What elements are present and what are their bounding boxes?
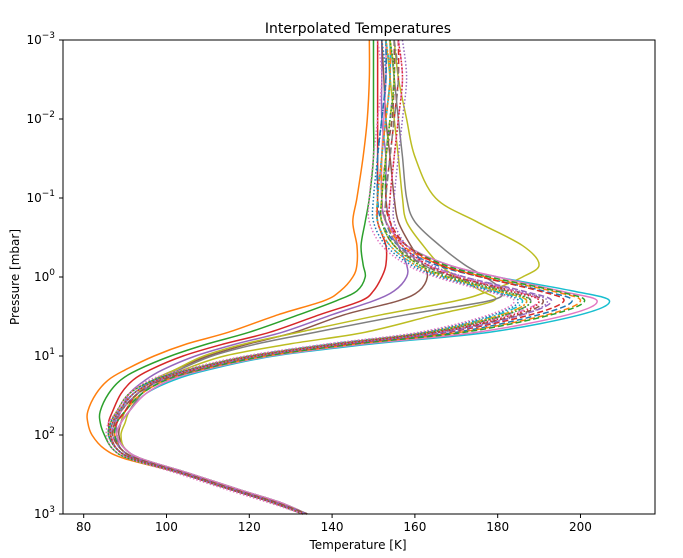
y-tick-label: 100 <box>34 268 55 284</box>
x-tick-label: 100 <box>155 520 178 534</box>
plot-frame <box>62 39 656 515</box>
series-line-4 <box>115 39 409 515</box>
x-tick-label: 140 <box>321 520 344 534</box>
chart-title: Interpolated Temperatures <box>265 21 451 37</box>
series-line-13 <box>113 39 586 515</box>
x-tick-label: 160 <box>403 520 426 534</box>
series-line-2 <box>98 40 375 515</box>
series-line-8 <box>115 39 540 515</box>
series-line-22 <box>107 39 528 515</box>
series-line-6 <box>120 39 497 515</box>
series-line-18 <box>109 39 532 515</box>
y-tick-label: 10−3 <box>26 31 55 47</box>
x-tick-label: 80 <box>76 520 91 534</box>
series-line-17 <box>109 39 540 515</box>
series-line-24 <box>109 39 540 515</box>
y-axis-ticks: 10−3 10−2 10−1 100 101 102 103 <box>26 31 63 521</box>
series-line-3 <box>107 39 388 515</box>
y-tick-label: 10−2 <box>26 110 55 126</box>
series-layer <box>86 39 611 515</box>
x-tick-label: 180 <box>486 520 509 534</box>
series-line-23 <box>107 39 532 515</box>
y-tick-label: 10−1 <box>26 189 55 205</box>
series-line-26 <box>105 39 515 515</box>
y-tick-label: 101 <box>34 347 55 363</box>
series-line-9 <box>115 39 611 515</box>
y-tick-label: 102 <box>34 426 55 442</box>
y-tick-label: 103 <box>34 505 55 521</box>
y-axis-label: Pressure [mbar] <box>8 229 22 325</box>
x-axis-ticks: 80 100 120 140 160 180 200 <box>76 514 592 534</box>
series-line-20 <box>107 39 524 515</box>
series-line-1 <box>86 39 371 515</box>
x-tick-label: 200 <box>569 520 592 534</box>
series-line-25 <box>109 39 549 515</box>
series-line-16 <box>111 39 544 515</box>
series-line-10 <box>115 39 598 515</box>
x-axis-label: Temperature [K] <box>308 538 406 552</box>
series-line-11 <box>113 39 573 515</box>
x-tick-label: 120 <box>238 520 261 534</box>
series-line-12 <box>113 39 582 515</box>
